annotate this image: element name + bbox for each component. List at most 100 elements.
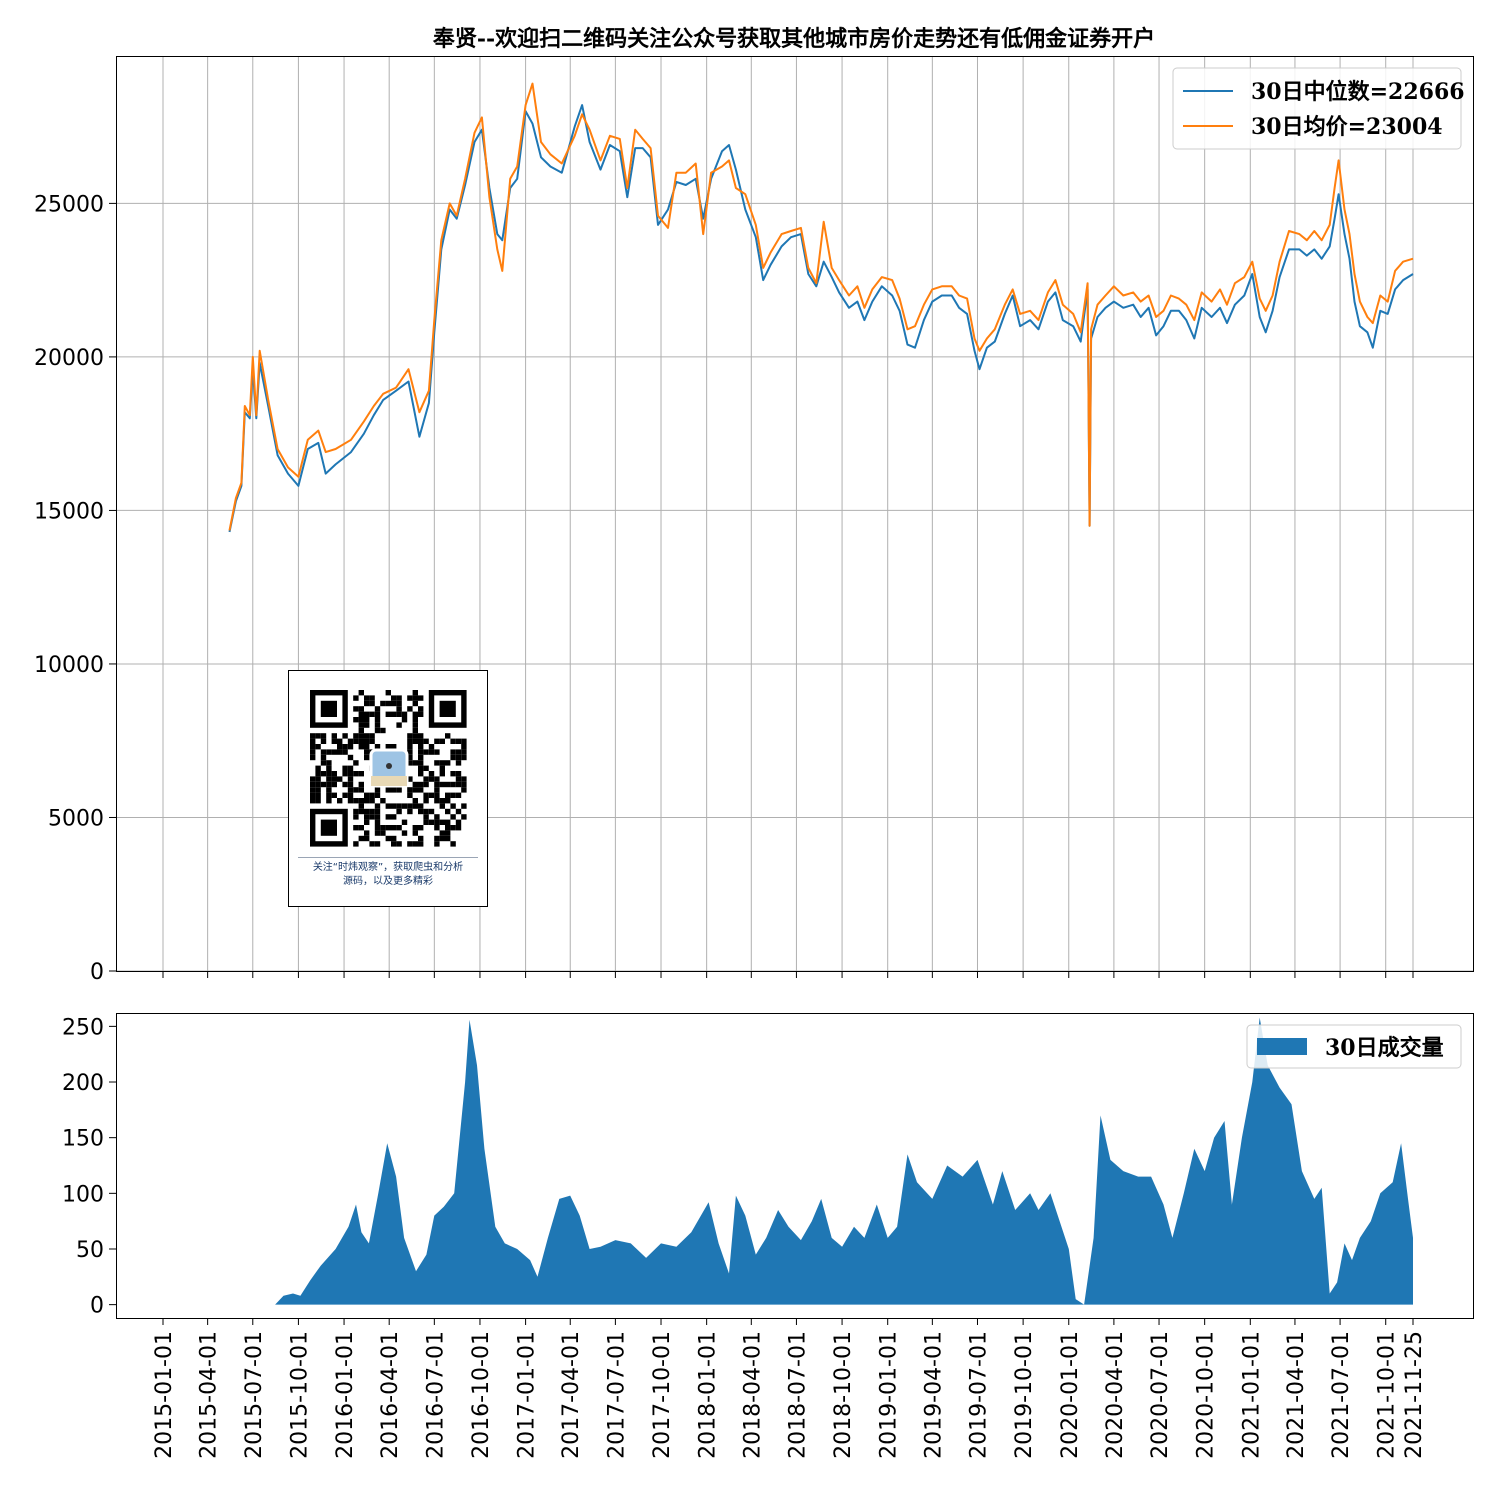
qr-module: [326, 787, 332, 793]
qr-module: [455, 808, 462, 815]
qr-module: [364, 798, 370, 804]
qr-module: [418, 787, 424, 793]
qr-module: [364, 695, 370, 701]
qr-module: [450, 841, 456, 847]
qr-module: [353, 814, 359, 820]
qr-module: [434, 792, 440, 798]
qr-module: [374, 717, 381, 723]
qr-finder-eye: [320, 700, 337, 717]
qr-module: [380, 798, 386, 804]
bottom-y-tick-label: 150: [62, 1127, 104, 1152]
qr-module: [391, 700, 397, 707]
qr-module: [423, 798, 429, 804]
qr-module: [320, 760, 327, 766]
qr-module: [358, 787, 364, 793]
top-y-tick-label: 25000: [34, 192, 104, 217]
qr-module: [353, 760, 359, 766]
legend-label-median: 30日中位数=22666: [1251, 79, 1465, 105]
qr-module: [445, 825, 451, 831]
qr-module: [423, 765, 429, 771]
qr-module: [364, 711, 370, 717]
qr-module: [374, 727, 381, 734]
qr-module: [369, 808, 375, 815]
qr-module: [353, 706, 359, 712]
qr-finder-eye: [439, 700, 456, 717]
qr-module: [450, 754, 456, 761]
qr-module: [374, 722, 381, 728]
qr-module: [407, 808, 413, 815]
qr-module: [369, 700, 375, 707]
bottom-x-tick-label: 2020-10-01: [1194, 1331, 1219, 1459]
legend-swatch-volume: [1257, 1038, 1307, 1055]
qr-module: [455, 781, 462, 788]
qr-module: [407, 738, 413, 744]
qr-module: [364, 717, 370, 723]
qr-module: [369, 738, 375, 744]
qr-module: [407, 776, 413, 782]
qr-module: [364, 819, 370, 825]
qr-module: [455, 771, 462, 777]
bottom-x-tick-label: 2019-10-01: [1012, 1331, 1037, 1459]
qr-module: [310, 749, 316, 755]
qr-module: [369, 841, 375, 847]
mean-price-line: [228, 82, 1414, 531]
qr-module: [401, 711, 408, 717]
qr-module: [380, 825, 386, 831]
qr-module: [358, 706, 364, 712]
qr-module: [364, 749, 370, 755]
qr-module: [342, 792, 348, 798]
qr-code-panel: 关注“时炜观察”，获取爬虫和分析 源码，以及更多精彩: [288, 670, 488, 907]
qr-module: [385, 787, 391, 793]
qr-module: [353, 733, 359, 739]
qr-module: [385, 711, 391, 717]
qr-module: [461, 749, 467, 755]
qr-module: [364, 733, 370, 739]
qr-module: [418, 706, 424, 712]
qr-module: [347, 787, 354, 793]
qr-module: [353, 825, 359, 831]
qr-module: [391, 695, 397, 701]
qr-module: [396, 706, 402, 712]
bottom-plot-frame: [116, 1013, 1474, 1319]
median-price-line: [228, 104, 1414, 533]
qr-module: [380, 700, 386, 707]
bottom-y-tick-label: 200: [62, 1071, 104, 1096]
qr-module: [418, 771, 424, 777]
legend-label-mean: 30日均价=23004: [1251, 114, 1443, 140]
bottom-x-tick-label: 2021-07-01: [1329, 1331, 1354, 1459]
qr-module: [396, 711, 402, 717]
qr-module: [380, 727, 386, 734]
qr-module: [450, 781, 456, 788]
qr-module: [439, 835, 445, 842]
qr-module: [358, 803, 364, 809]
qr-module: [374, 803, 381, 809]
qr-module: [461, 814, 467, 820]
qr-module: [401, 830, 408, 836]
qr-module: [391, 835, 397, 842]
qr-module: [391, 814, 397, 820]
qr-module: [418, 738, 424, 744]
qr-module: [358, 771, 364, 777]
top-y-tick-label: 10000: [34, 653, 104, 678]
qr-module: [310, 738, 316, 744]
top-plot-frame: [116, 56, 1474, 972]
qr-module: [423, 776, 429, 782]
qr-module: [310, 754, 316, 761]
qr-module: [434, 798, 440, 804]
qr-module: [455, 754, 462, 761]
qr-module: [358, 781, 364, 788]
qr-module: [347, 776, 354, 782]
bottom-x-tick-label: 2018-07-01: [785, 1331, 810, 1459]
qr-module: [412, 717, 418, 723]
qr-module: [342, 781, 348, 788]
qr-module: [418, 749, 424, 755]
qr-module: [364, 835, 370, 842]
qr-module: [374, 819, 381, 825]
qr-module: [353, 808, 359, 815]
qr-module: [391, 787, 397, 793]
bottom-x-tick-label: 2020-01-01: [1058, 1331, 1083, 1459]
qr-module: [439, 781, 445, 788]
bottom-y-tick-label: 250: [62, 1015, 104, 1040]
qr-module: [396, 825, 402, 831]
qr-module: [358, 690, 364, 696]
